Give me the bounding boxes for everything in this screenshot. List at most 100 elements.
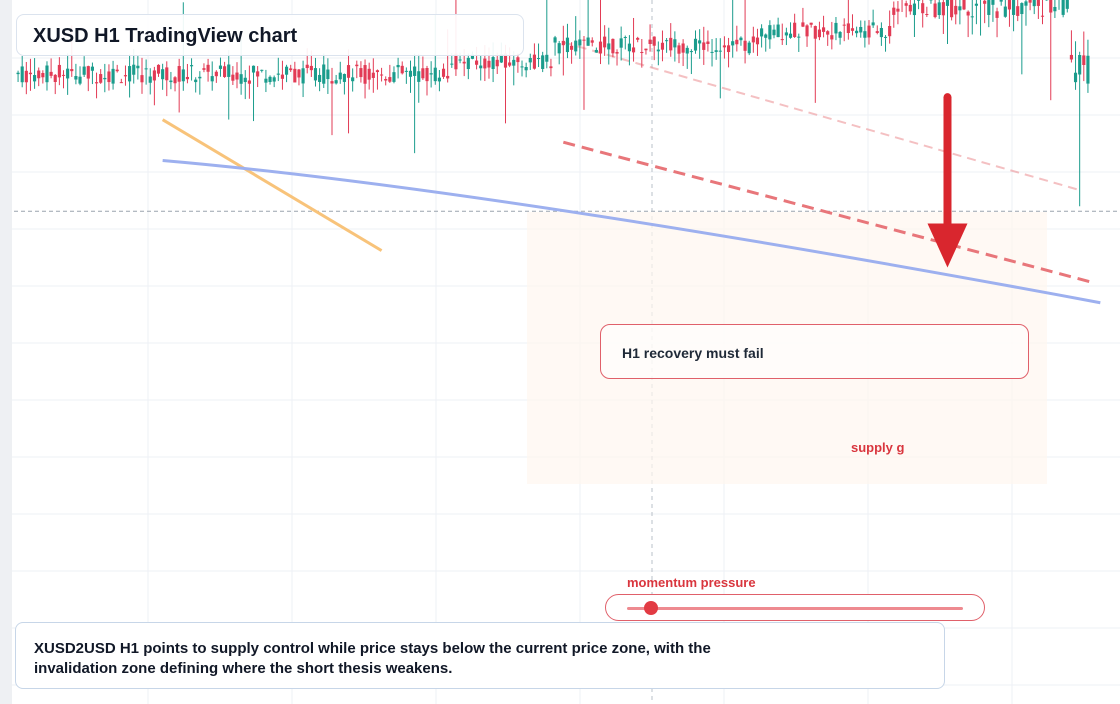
candle-body <box>1073 72 1078 83</box>
candle-body <box>140 75 144 83</box>
candle-body <box>218 65 223 69</box>
candle-body <box>57 64 61 78</box>
candle-body <box>603 36 607 48</box>
candle-body <box>177 66 181 82</box>
candle-body <box>879 27 883 38</box>
candle-body <box>652 36 656 46</box>
candle-body <box>607 43 611 50</box>
candle-body <box>483 58 487 69</box>
candle-body <box>536 58 541 60</box>
candle-body <box>941 2 945 16</box>
candle-body <box>396 64 400 68</box>
candle-body <box>846 23 850 34</box>
candle-body <box>995 11 999 18</box>
candle-body <box>714 50 718 52</box>
candle-body <box>375 70 380 73</box>
summary-text: XUSD2USD H1 points to supply control whi… <box>34 640 711 677</box>
candle-body <box>433 67 437 82</box>
candle-body <box>838 31 842 38</box>
candle-body <box>462 61 466 64</box>
candle-body <box>210 76 214 82</box>
candle-body <box>917 0 921 1</box>
candle-body <box>623 37 627 39</box>
candle-body <box>1061 0 1065 15</box>
candle-body <box>859 26 863 33</box>
candle-body <box>863 31 867 38</box>
candle-body <box>594 49 598 53</box>
candle-body <box>400 65 404 74</box>
candle-body <box>788 33 793 38</box>
candle-body <box>743 40 747 51</box>
candle-body <box>776 24 780 38</box>
candle-body <box>123 75 128 77</box>
candle-body <box>107 71 111 83</box>
candle-body <box>49 71 53 76</box>
candle-body <box>24 70 28 83</box>
candle-body <box>921 3 925 14</box>
candle-body <box>479 65 483 69</box>
candle-body <box>359 68 363 78</box>
candle-body <box>640 51 644 53</box>
candle-body <box>685 47 689 54</box>
candle-body <box>1032 0 1036 7</box>
momentum-knob[interactable] <box>643 601 658 615</box>
trend-line <box>563 41 1080 192</box>
candle-body <box>508 62 512 66</box>
candle-body <box>805 25 809 37</box>
candle-body <box>268 76 272 83</box>
candle-body <box>161 69 165 80</box>
candle-body <box>61 74 66 76</box>
candle-body <box>590 40 594 43</box>
candle-body <box>871 22 875 26</box>
candle-body <box>206 64 210 72</box>
candle-body <box>821 27 826 32</box>
candle-body <box>441 68 446 77</box>
candle-body <box>698 40 702 44</box>
candle-body <box>578 39 582 46</box>
candle-body <box>334 80 338 84</box>
candle-body <box>499 54 503 63</box>
candle-body <box>751 36 755 43</box>
candle-body <box>227 64 231 77</box>
left-scale-strip <box>0 0 12 704</box>
candle-body <box>487 60 491 68</box>
momentum-slider[interactable] <box>605 594 985 621</box>
candle-body <box>128 66 132 82</box>
candle-body <box>768 25 772 40</box>
candle-body <box>380 74 384 76</box>
candle-body <box>627 43 631 52</box>
candle-body <box>45 65 49 83</box>
candle-body <box>437 77 441 82</box>
candle-body <box>693 38 698 51</box>
candle-body <box>966 11 970 16</box>
candle-body <box>148 76 152 83</box>
candle-body <box>793 22 797 38</box>
candle-body <box>264 78 268 83</box>
candle-body <box>817 29 822 38</box>
candle-body <box>760 28 764 37</box>
candle-body <box>16 72 20 75</box>
candle-body <box>1082 55 1086 65</box>
arrow-layer <box>927 93 968 268</box>
candle-body <box>1065 0 1069 9</box>
candle-body <box>1012 0 1016 15</box>
annotation-box[interactable]: H1 recovery must fail <box>600 324 1029 379</box>
candle-body <box>735 39 739 45</box>
candle-body <box>780 39 784 41</box>
candle-body <box>231 74 235 81</box>
candle-body <box>136 65 140 69</box>
candle-body <box>446 75 450 79</box>
title-panel: XUSD H1 TradingView chart <box>16 14 524 56</box>
candle-body <box>371 72 375 78</box>
candle-body <box>850 28 855 31</box>
candle-body <box>908 4 912 12</box>
candle-body <box>342 74 346 82</box>
candle-body <box>466 57 470 70</box>
candle-body <box>82 66 86 75</box>
candle-body <box>119 82 123 84</box>
candle-body <box>656 49 660 52</box>
candle-body <box>892 7 896 15</box>
candle-body <box>503 53 508 68</box>
candle-body <box>293 68 297 83</box>
